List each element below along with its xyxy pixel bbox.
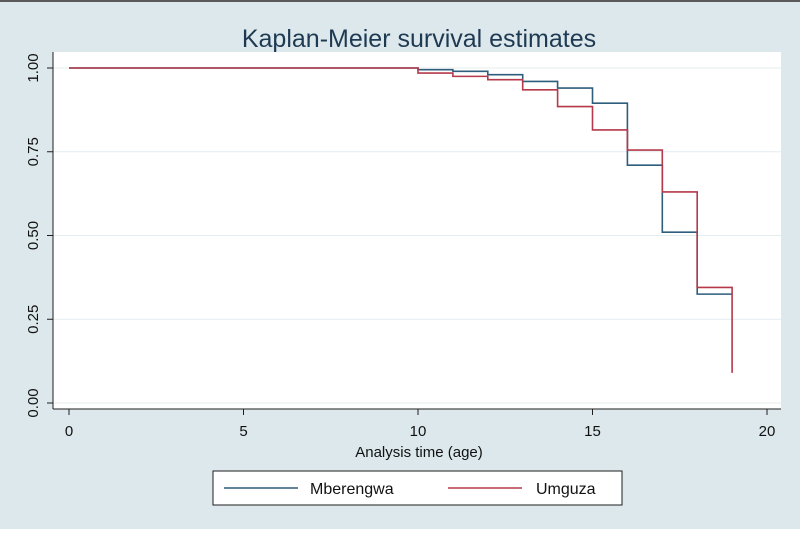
y-tick-label: 0.25 [25, 305, 42, 334]
x-tick-label: 0 [65, 423, 73, 440]
chart-title: Kaplan-Meier survival estimates [242, 25, 596, 53]
series-layer [69, 67, 733, 373]
y-tick-label: 1.00 [25, 53, 42, 82]
x-tick-label: 15 [584, 423, 601, 440]
legend: Mberengwa Umguza [212, 470, 623, 506]
chart-frame-top [0, 0, 800, 2]
y-tick-label: 0.00 [25, 388, 42, 417]
grid-layer [53, 67, 781, 404]
series-line-umguza [69, 67, 733, 373]
legend-label-mberengwa: Mberengwa [310, 481, 394, 498]
x-tick-label: 10 [410, 423, 427, 440]
plot-area [53, 52, 781, 409]
x-tick-label: 20 [759, 423, 776, 440]
legend-label-umguza: Umguza [536, 481, 596, 498]
x-tick-label: 5 [239, 423, 247, 440]
series-line-mberengwa [69, 67, 733, 295]
axis-layer: 0.00 0.25 0.50 0.75 1.00 0 5 10 15 20 [25, 52, 781, 440]
x-axis-label: Analysis time (age) [355, 444, 483, 461]
y-tick-label: 0.50 [25, 221, 42, 250]
y-tick-label: 0.75 [25, 137, 42, 166]
